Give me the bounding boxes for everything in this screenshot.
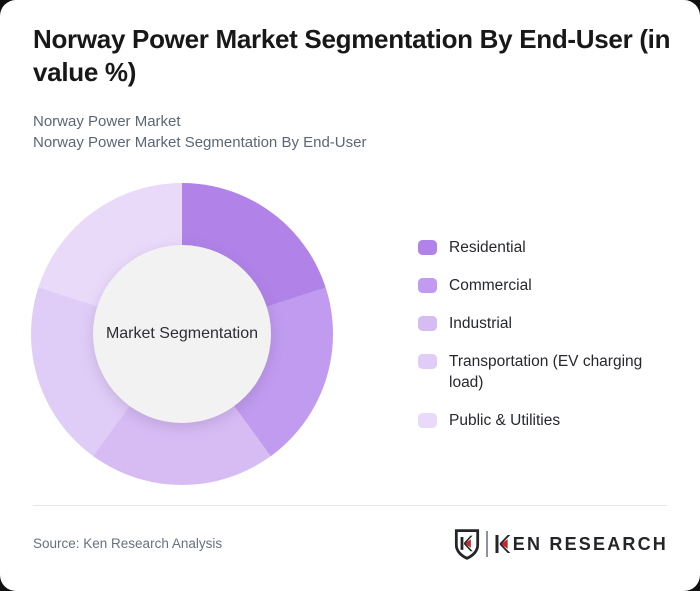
legend-swatch-transportation: [418, 354, 437, 369]
logo-wordmark: EN RESEARCH: [495, 534, 668, 555]
legend-item-industrial[interactable]: Industrial: [418, 313, 665, 334]
legend-item-commercial[interactable]: Commercial: [418, 275, 665, 296]
legend-label: Industrial: [449, 315, 512, 332]
legend-label: Public & Utilities: [449, 412, 561, 429]
legend-item-residential[interactable]: Residential: [418, 237, 665, 258]
legend-label: Residential: [449, 239, 526, 256]
subtitle-line-2: Norway Power Market Segmentation By End-…: [33, 134, 367, 151]
legend-label: Commercial: [449, 277, 532, 294]
legend-item-public-utilities[interactable]: Public & Utilities: [418, 410, 665, 431]
donut-center: Market Segmentation: [93, 245, 271, 423]
source-text: Source: Ken Research Analysis: [33, 536, 223, 551]
donut-center-label: Market Segmentation: [105, 325, 259, 342]
ken-research-shield-icon: [454, 528, 479, 560]
chart-legend: Residential Commercial Industrial Transp…: [418, 237, 665, 431]
chart-subtitle: Norway Power Market Norway Power Market …: [33, 111, 366, 153]
legend-item-transportation[interactable]: Transportation (EV charging load): [418, 351, 665, 393]
footer-divider: [33, 505, 667, 506]
donut-chart[interactable]: Market Segmentation: [31, 183, 333, 485]
legend-swatch-public-utilities: [418, 413, 437, 428]
legend-swatch-residential: [418, 240, 437, 255]
subtitle-line-1: Norway Power Market: [33, 113, 181, 130]
logo-k-icon: [495, 535, 511, 553]
page-title: Norway Power Market Segmentation By End-…: [33, 24, 671, 87]
logo-wordmark-text: EN RESEARCH: [512, 533, 668, 554]
legend-swatch-industrial: [418, 316, 437, 331]
logo-divider-bar: [485, 531, 488, 557]
ken-research-logo: EN RESEARCH: [454, 527, 668, 561]
legend-swatch-commercial: [418, 278, 437, 293]
legend-label: Transportation (EV charging load): [449, 353, 643, 391]
